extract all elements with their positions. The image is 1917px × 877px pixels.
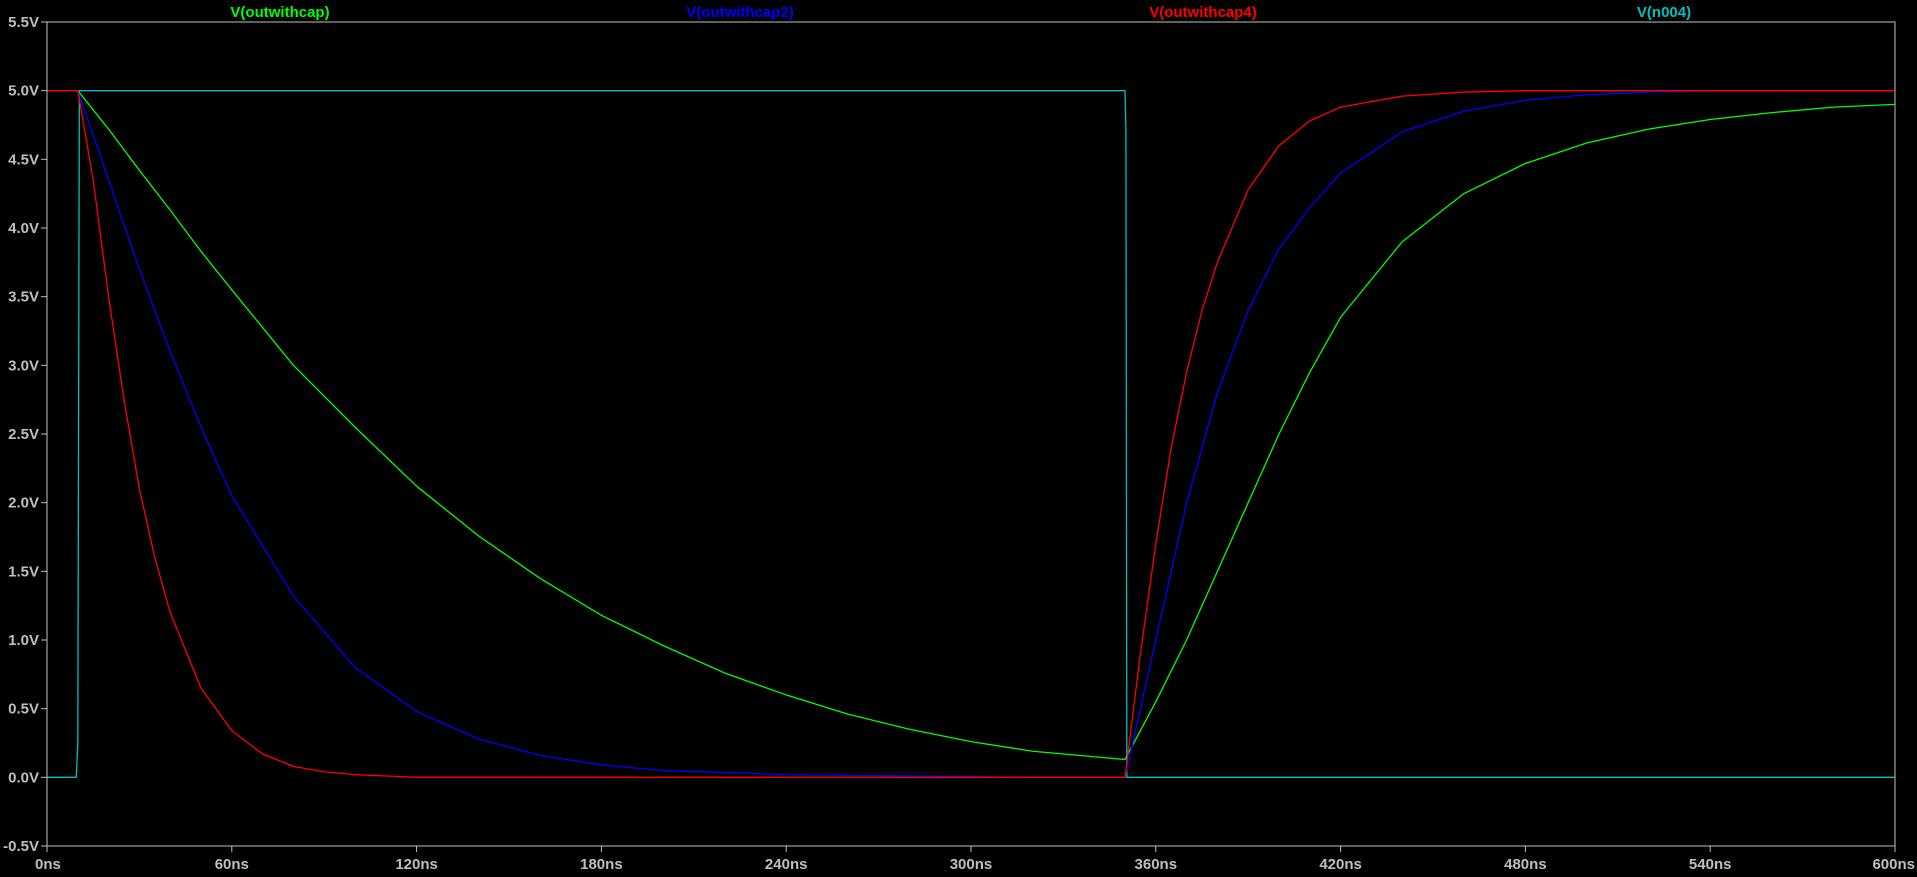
x-tick-label: 420ns xyxy=(1319,856,1362,873)
y-tick-label: 3.0V xyxy=(8,357,39,374)
x-tick-label: 60ns xyxy=(215,856,249,873)
legend-entry[interactable]: V(n004) xyxy=(1637,4,1691,21)
legend: V(outwithcap) V(outwithcap2) V(outwithcap4… xyxy=(230,4,1691,21)
y-tick-label: 2.0V xyxy=(8,495,39,512)
y-tick-label: -0.5V xyxy=(3,838,39,855)
series-line-v-outwithcap xyxy=(47,90,1896,761)
y-tick-label: 3.5V xyxy=(8,289,39,306)
y-tick-label: 5.0V xyxy=(8,83,39,100)
y-tick-label: 4.0V xyxy=(8,220,39,237)
y-tick-label: 4.5V xyxy=(8,151,39,168)
legend-entry[interactable]: V(outwithcap2) xyxy=(686,4,794,21)
x-tick-label: 480ns xyxy=(1504,856,1547,873)
legend-entry[interactable]: V(outwithcap) xyxy=(230,4,329,21)
series-line-v-n004 xyxy=(47,90,1895,778)
series-line-v-outwithcap4 xyxy=(47,90,1895,778)
x-tick-label: 120ns xyxy=(395,856,438,873)
legend-entry[interactable]: V(outwithcap4) xyxy=(1149,4,1257,21)
x-tick-label: 600ns xyxy=(1872,856,1915,873)
y-tick-label: 0.0V xyxy=(8,769,39,786)
x-tick-label: 0ns xyxy=(35,856,61,873)
y-tick-label: 1.0V xyxy=(8,632,39,649)
axes: -0.5V 0.0V 0.5V 1.0V 1.5V 2.0V 2.5V 3.0V 3.5V 4.0… xyxy=(3,14,1915,873)
y-tick-label: 1.5V xyxy=(8,563,39,580)
x-tick-label: 240ns xyxy=(765,856,808,873)
y-tick-label: 2.5V xyxy=(8,426,39,443)
y-tick-label: 5.5V xyxy=(8,14,39,31)
x-tick-label: 300ns xyxy=(950,856,993,873)
y-tick-label: 0.5V xyxy=(8,701,39,718)
series-layer xyxy=(47,90,1896,778)
x-tick-label: 180ns xyxy=(580,856,623,873)
x-tick-label: 360ns xyxy=(1135,856,1178,873)
x-tick-label: 540ns xyxy=(1689,856,1732,873)
